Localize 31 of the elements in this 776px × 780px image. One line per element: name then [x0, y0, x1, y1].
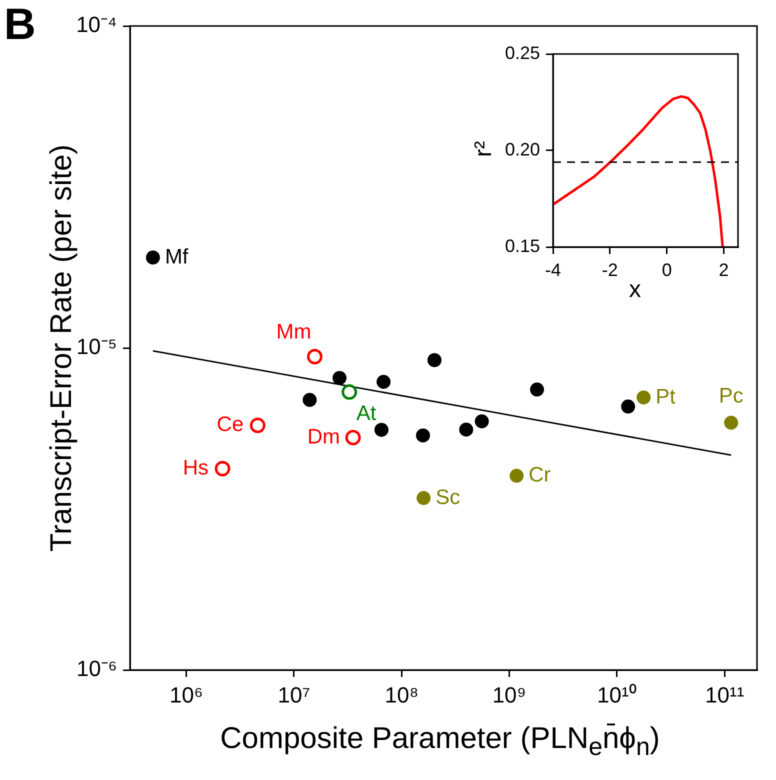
annotation: Sc — [436, 486, 460, 509]
y-tick-label: 10⁻⁴ — [76, 12, 117, 38]
y-tick-label: 10⁻⁵ — [76, 334, 117, 360]
y-axis-title: r² — [470, 141, 498, 157]
annotation: Mm — [276, 320, 312, 344]
x-tick-label: 10⁶ — [170, 682, 204, 708]
annotation: Pc — [718, 384, 744, 408]
x-axis-title: Composite Parameter (PLN$_{e}$n̄ϕ$_{n}$) — [220, 722, 660, 762]
y-tick-label: 0.20 — [504, 139, 540, 160]
x-tick-label: -2 — [602, 260, 618, 280]
annotation: Ce — [216, 413, 244, 436]
x-tick-label: 10⁸ — [384, 682, 418, 708]
annotation: Hs — [182, 456, 209, 480]
y-tick-label: 0.15 — [504, 236, 540, 256]
x-tick-label: -4 — [544, 260, 562, 280]
annotation: At — [356, 402, 376, 425]
x-tick-label: 10¹⁰ — [597, 682, 637, 708]
x-tick-label: 10⁷ — [278, 682, 310, 708]
annotation: Dm — [307, 425, 340, 448]
y-axis-title: Transcript-Error Rate (per site) — [45, 144, 78, 552]
y-tick-label: 10⁻⁶ — [76, 656, 117, 682]
y-tick-label: 0.25 — [504, 42, 540, 63]
text: B — [4, 0, 36, 50]
x-tick-label: 0 — [662, 260, 672, 280]
x-tick-label: 2 — [718, 260, 729, 280]
x-tick-label: 10⁹ — [492, 682, 526, 708]
annotation: Cr — [528, 464, 551, 487]
x-axis-title: x — [629, 276, 641, 304]
annotation: Mf — [164, 245, 188, 268]
x-tick-label: 10¹¹ — [705, 682, 744, 708]
annotation: Pt — [656, 385, 676, 408]
